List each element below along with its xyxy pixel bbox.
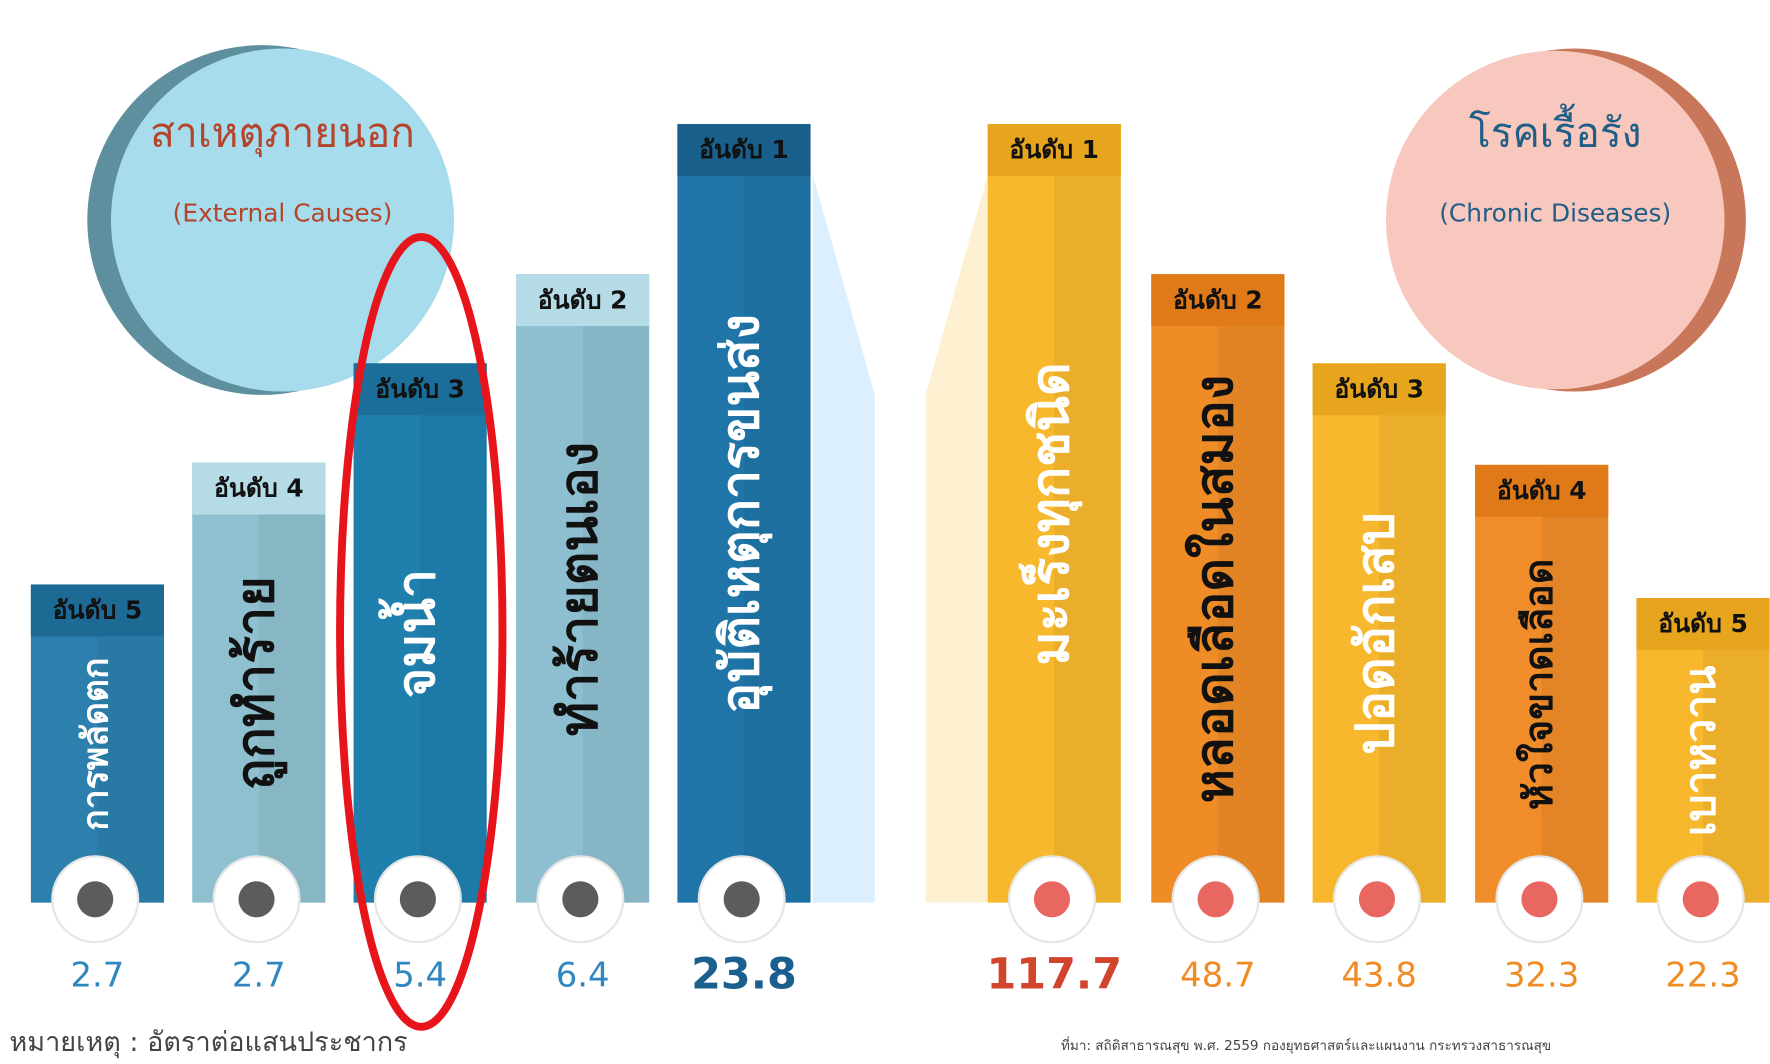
value-label: 2.7 [232, 956, 286, 995]
rank-label: อันดับ 3 [1334, 374, 1424, 403]
value-label: 23.8 [691, 950, 797, 1000]
bar-label: เบาหวาน [1677, 666, 1726, 836]
icon-glyph [1198, 881, 1234, 917]
rank-label: อันดับ 1 [1009, 135, 1099, 164]
icon-glyph [1521, 881, 1557, 917]
rank-label: อันดับ 2 [1173, 285, 1263, 314]
rank-label: อันดับ 5 [1658, 609, 1748, 638]
group-title: โรคเรื้อรัง [1469, 103, 1642, 156]
icon-glyph [238, 881, 274, 917]
icon-glyph [1683, 881, 1719, 917]
rank-label: อันดับ 1 [699, 135, 789, 164]
shade [926, 175, 988, 903]
icon-glyph [724, 881, 760, 917]
bar-label: หลอดเลือดในสมอง [1184, 375, 1245, 803]
group-subtitle: (External Causes) [173, 198, 393, 227]
rank-label: อันดับ 3 [375, 374, 465, 403]
value-label: 48.7 [1180, 956, 1255, 995]
bar-label: มะเร็งทุกชนิด [1019, 362, 1083, 665]
bar-label: ถูกทำร้าย [226, 576, 288, 790]
bar-label: ปอดอักเสบ [1346, 512, 1406, 755]
icon-glyph [77, 881, 113, 917]
value-label: 117.7 [986, 950, 1122, 1000]
source: ที่มา: สถิติสาธารณสุข พ.ศ. 2559 กองยุทธศ… [1061, 1036, 1551, 1054]
bar-label: ทำร้ายตนเอง [550, 442, 610, 736]
value-label: 32.3 [1504, 956, 1579, 995]
bar-label: การพลัดตก [75, 657, 116, 830]
icon-glyph [400, 881, 436, 917]
rank-label: อันดับ 4 [214, 474, 304, 503]
value-label: 5.4 [393, 956, 447, 995]
group-title: สาเหตุภายนอก [150, 108, 415, 157]
value-label: 22.3 [1665, 956, 1740, 995]
icon-glyph [562, 881, 598, 917]
rank-label: อันดับ 2 [538, 285, 628, 314]
group-subtitle: (Chronic Diseases) [1439, 198, 1671, 227]
bar-label: อุบัติเหตุการขนส่ง [711, 314, 773, 714]
rank-label: อันดับ 5 [53, 596, 143, 625]
rank-label: อันดับ 4 [1497, 476, 1587, 505]
value-label: 43.8 [1342, 956, 1417, 995]
shade [813, 175, 875, 903]
value-label: 2.7 [71, 956, 125, 995]
footnote: หมายเหตุ : อัตราต่อแสนประชากร [9, 1027, 407, 1059]
icon-glyph [1034, 881, 1070, 917]
bar-label: จมน้ำ [378, 569, 447, 698]
icon-glyph [1359, 881, 1395, 917]
value-label: 6.4 [556, 956, 610, 995]
page: {"groups": [ {"title": "สาเหตุภายนอก", "… [0, 0, 1770, 1064]
bar-label: หัวใจขาดเลือด [1515, 559, 1562, 810]
infographic: สาเหตุภายนอก (External Causes) โรคเรื้อร… [0, 0, 1770, 1064]
